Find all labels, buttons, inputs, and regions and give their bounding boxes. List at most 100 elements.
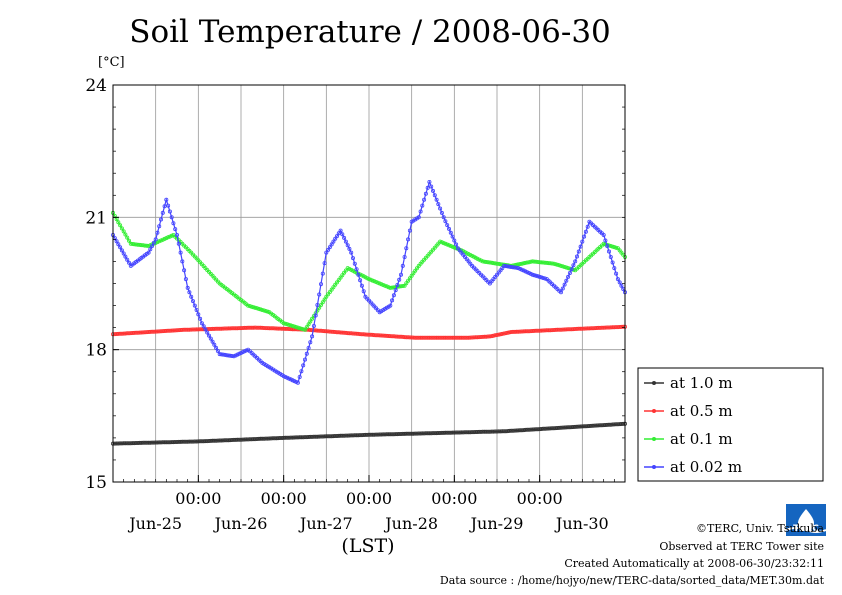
data-point [523, 260, 528, 265]
data-point [589, 326, 594, 331]
data-point [414, 431, 419, 436]
data-point [617, 280, 622, 285]
data-point [166, 328, 171, 333]
data-point [285, 326, 290, 331]
data-point [432, 193, 437, 198]
data-point [614, 245, 619, 250]
data-point [121, 229, 126, 234]
data-point [477, 335, 482, 340]
data-point [571, 263, 576, 268]
data-point [278, 326, 283, 331]
data-point [180, 259, 185, 264]
data-point [228, 353, 233, 358]
data-point [365, 432, 370, 437]
data-point [286, 326, 291, 331]
data-point [374, 333, 379, 338]
data-point [564, 278, 569, 283]
data-point [487, 334, 492, 339]
data-point [334, 234, 339, 239]
data-point [118, 223, 123, 228]
data-point [539, 426, 544, 431]
data-point [251, 305, 256, 310]
data-point [443, 241, 448, 246]
copyright-text: ©TERC, Univ. Tsukuba [695, 522, 824, 535]
data-point [196, 439, 201, 444]
data-point [610, 244, 615, 249]
data-point [187, 327, 192, 332]
data-point [340, 330, 345, 335]
data-point [125, 331, 130, 336]
data-point [178, 250, 183, 255]
data-point [317, 305, 322, 310]
data-point [484, 259, 489, 264]
data-point [429, 184, 434, 189]
data-point [443, 430, 448, 435]
data-point [571, 327, 576, 332]
data-point [278, 435, 283, 440]
data-point [539, 275, 544, 280]
data-point [171, 440, 176, 445]
data-point [407, 228, 412, 233]
data-point [555, 425, 560, 430]
data-point [180, 439, 185, 444]
data-point [470, 430, 475, 435]
x-date-label: Jun-26 [213, 514, 268, 533]
data-point [494, 429, 499, 434]
data-point [541, 275, 546, 280]
data-point [317, 328, 322, 333]
data-point [390, 298, 395, 303]
data-point [166, 235, 171, 240]
data-point [393, 288, 398, 293]
data-point [308, 327, 313, 332]
data-point [468, 430, 473, 435]
data-source-text: Data source : /home/hojyo/new/TERC-data/… [439, 574, 824, 587]
data-point [132, 441, 137, 446]
data-point [382, 283, 387, 288]
data-point [398, 272, 403, 277]
data-point [372, 432, 377, 437]
data-point [173, 328, 178, 333]
data-point [534, 328, 539, 333]
data-point [576, 249, 581, 254]
data-point [310, 334, 315, 339]
data-point [566, 327, 571, 332]
data-point [270, 326, 275, 331]
data-point [461, 430, 466, 435]
data-point [294, 325, 299, 330]
data-point [541, 328, 546, 333]
data-point [366, 277, 371, 282]
data-point [400, 283, 405, 288]
data-point [132, 330, 137, 335]
data-point [575, 254, 580, 259]
data-point [347, 246, 352, 251]
data-point [315, 434, 320, 439]
legend-box [637, 367, 824, 482]
data-point [559, 425, 564, 430]
data-point [404, 431, 409, 436]
data-point [585, 224, 590, 229]
data-point [582, 326, 587, 331]
data-point [612, 325, 617, 330]
data-point [596, 423, 601, 428]
data-point [580, 424, 585, 429]
data-point [413, 431, 418, 436]
data-point [155, 230, 160, 235]
data-point [598, 423, 603, 428]
data-point [436, 202, 441, 207]
data-point [580, 326, 585, 331]
data-point [505, 330, 510, 335]
data-point [329, 242, 334, 247]
data-point [503, 331, 508, 336]
data-point [311, 323, 316, 328]
data-point [525, 260, 530, 265]
data-point [498, 332, 503, 337]
data-point [301, 363, 306, 368]
data-point [333, 433, 338, 438]
data-point [429, 431, 434, 436]
data-point [519, 261, 524, 266]
data-point [363, 432, 368, 437]
data-point [445, 223, 450, 228]
data-point [452, 238, 457, 243]
data-point [254, 436, 259, 441]
